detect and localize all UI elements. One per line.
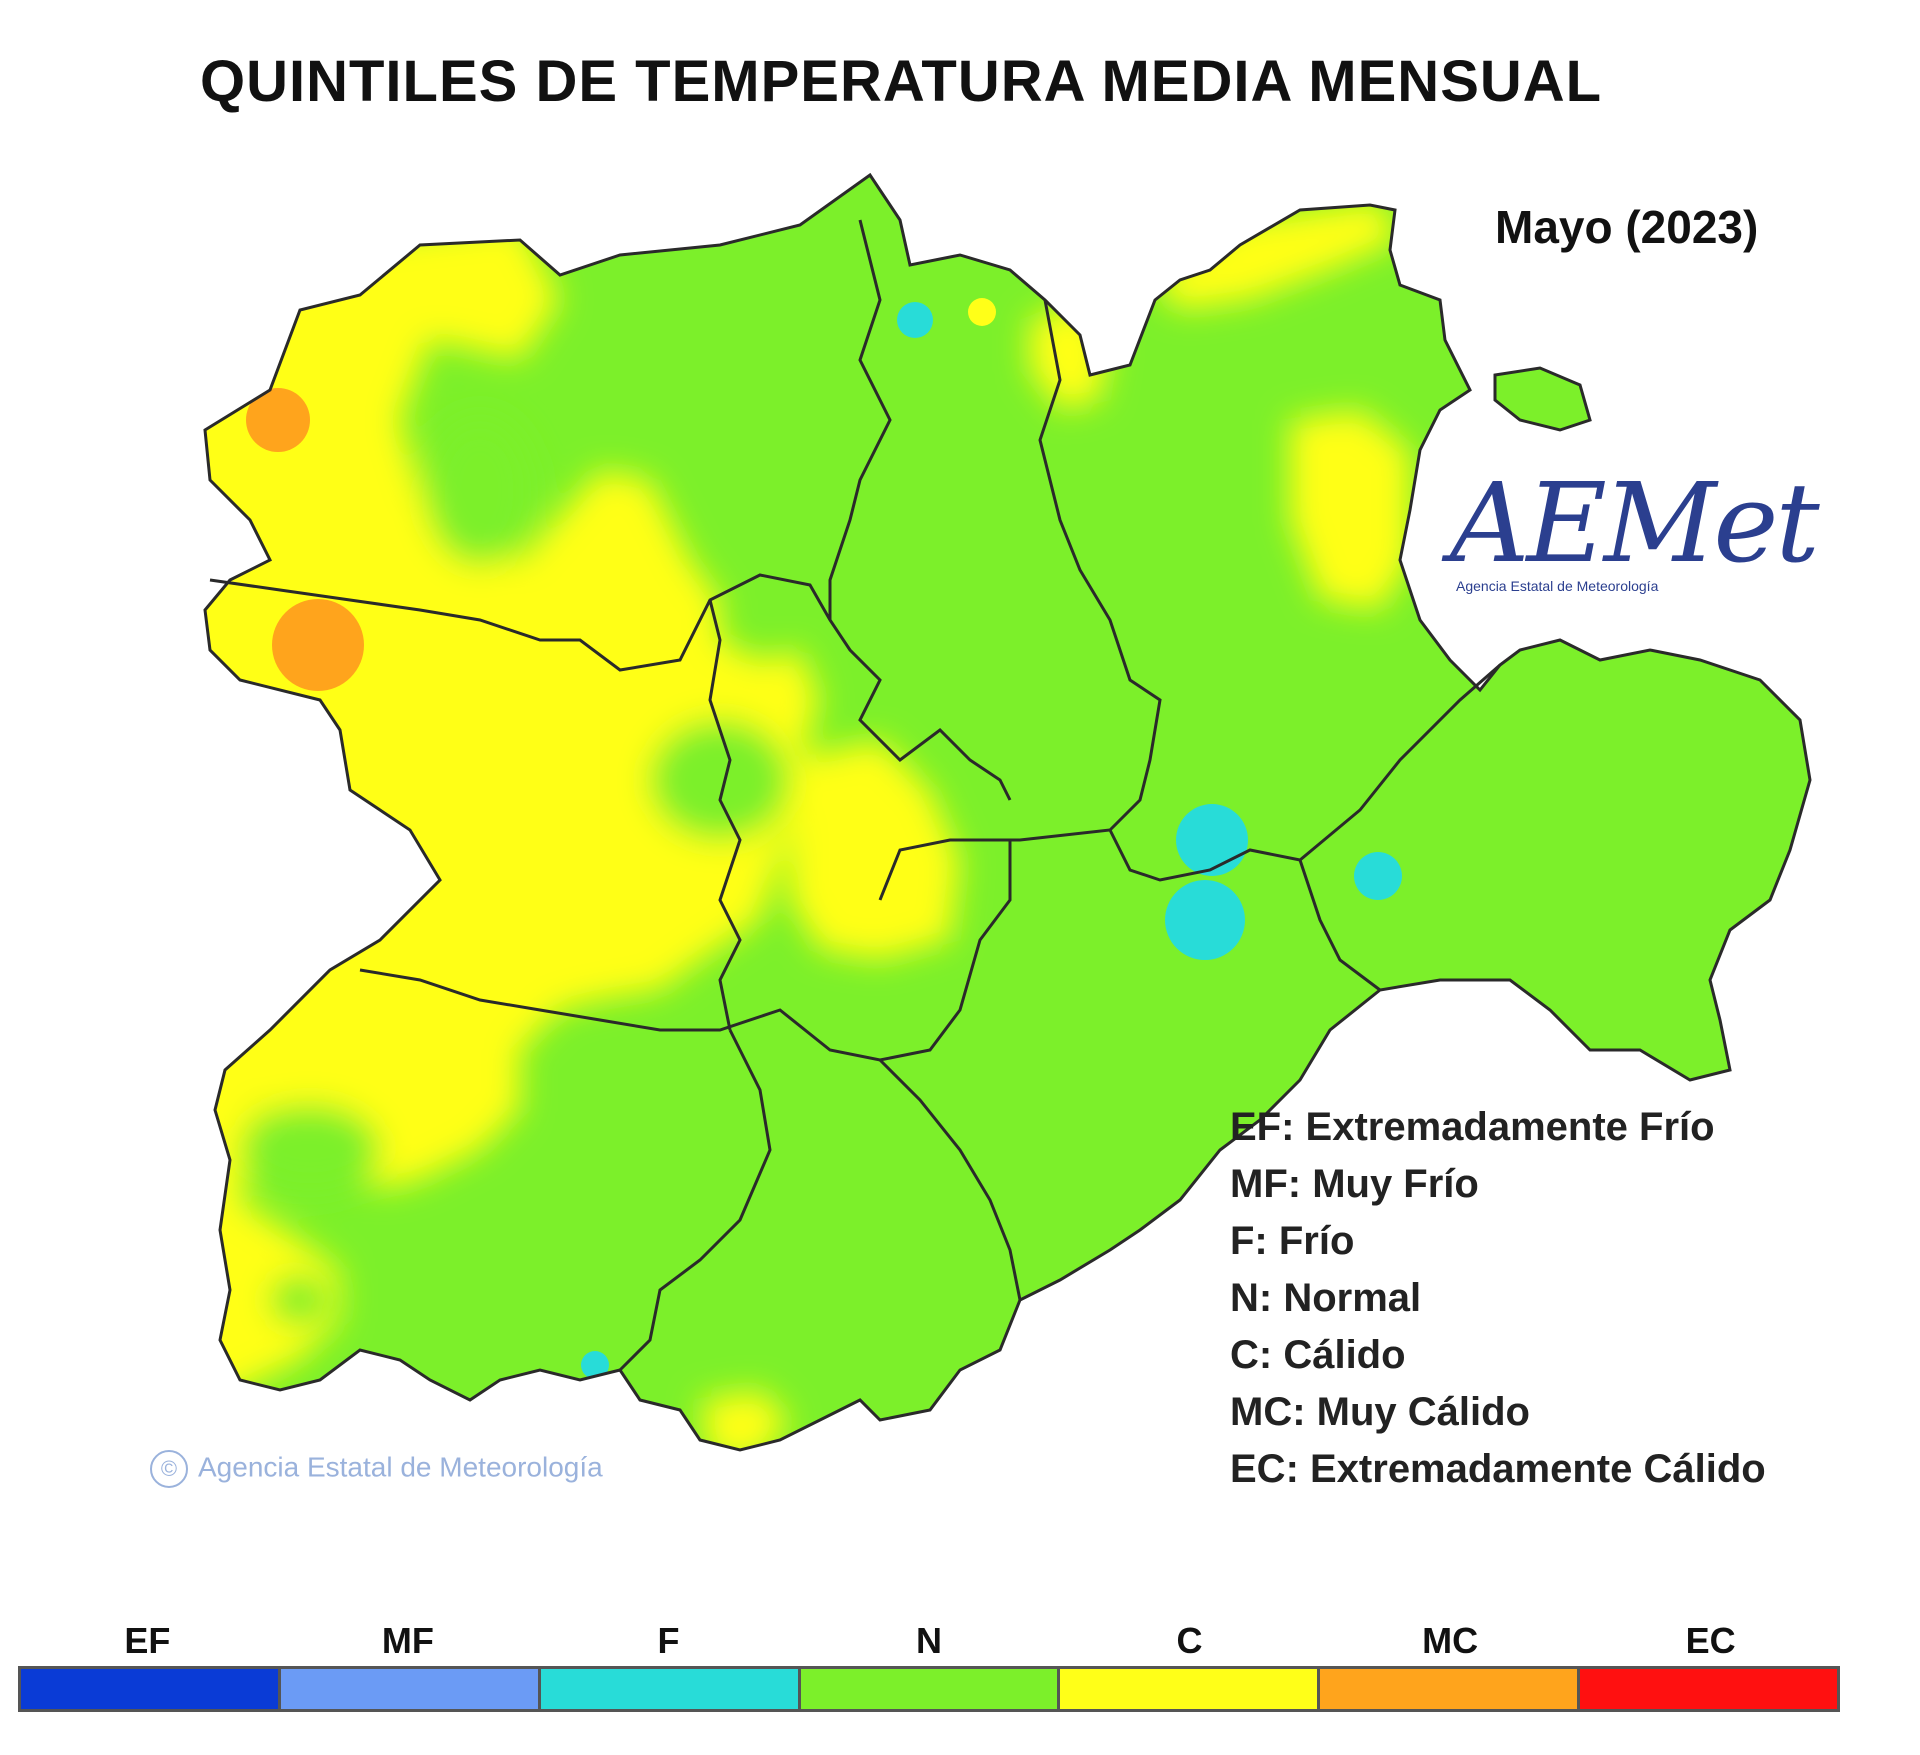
province-borders [209,219,1501,1372]
copyright-icon: © [150,1450,188,1488]
logo-wordmark: AEMet [1450,459,1820,587]
logo-subtitle: Agencia Estatal de Meteorología [1456,578,1659,594]
legend-item: C: Cálido [1230,1333,1406,1377]
cool-spot-2 [968,298,996,326]
legend-item: MC: Muy Cálido [1230,1390,1530,1434]
scale-swatch-n [800,1669,1061,1709]
scale-label: N [916,1620,942,1661]
warm-zone-central [790,740,960,960]
legend-item: EF: Extremadamente Frío [1230,1105,1715,1149]
watermark: © Agencia Estatal de Meteorología [150,1450,603,1488]
scale-bar [18,1666,1840,1712]
normal-zone-southwest-2 [270,1275,330,1325]
cool-spot-6 [581,1351,609,1379]
legend-item: MF: Muy Frío [1230,1162,1479,1206]
very-warm-spot-2 [272,599,364,691]
scale-label: EC [1685,1620,1736,1661]
cool-spot-1 [897,302,933,338]
normal-zone-north [425,415,535,565]
cool-spot-5 [1354,852,1402,900]
scale-swatch-ef [21,1669,281,1709]
exclave-shape [1493,366,1592,432]
scale-swatch-ec [1580,1669,1838,1709]
period-label: Mayo (2023) [1495,201,1759,253]
scale-labels: EF MF F N C MC EC [18,1620,1840,1661]
scale-label: F [657,1620,680,1661]
legend-item: EC: Extremadamente Cálido [1230,1447,1766,1491]
normal-zone-southwest [240,1105,380,1195]
scale-swatch-f [540,1669,801,1709]
warm-zone-northeast [1150,200,1400,310]
scale-swatch-mf [280,1669,541,1709]
normal-zone-center [650,720,790,840]
watermark-text: Agencia Estatal de Meteorología [198,1451,603,1483]
scale-label: MF [381,1620,434,1661]
cool-spot-4 [1165,880,1245,960]
scale-swatch-mc [1320,1669,1581,1709]
scale-swatch-c [1060,1669,1321,1709]
scale-label: MC [1422,1620,1479,1661]
warm-zone-east [1290,410,1410,610]
aemet-logo: AEMet Agencia Estatal de Meteorología [1450,468,1820,608]
color-scale: EF MF F N C MC EC [18,1620,1840,1730]
legend-item: F: Frío [1230,1219,1355,1263]
legend-item: N: Normal [1230,1276,1422,1320]
cool-spot-3 [1176,804,1248,876]
category-legend: EF: Extremadamente Frío MF: Muy Frío F: … [1230,1105,1766,1504]
scale-label: C [1176,1620,1203,1661]
very-warm-spot-1 [246,388,310,452]
scale-label: EF [124,1620,171,1661]
map-title: QUINTILES DE TEMPERATURA MEDIA MENSUAL [200,49,1603,114]
